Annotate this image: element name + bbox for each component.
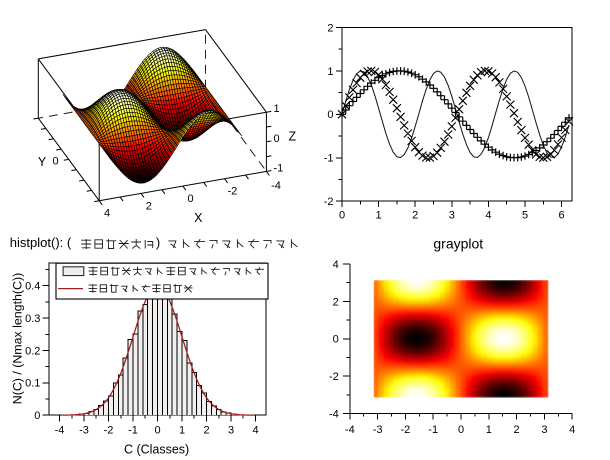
svg-text:4: 4 [485,209,491,221]
svg-text:0: 0 [154,425,160,437]
svg-text:X: X [194,211,203,225]
svg-text:-4: -4 [55,425,65,437]
svg-text:Y: Y [38,155,47,169]
svg-text:2: 2 [412,209,418,221]
svg-text:0: 0 [327,109,333,121]
svg-text:1: 1 [179,425,185,437]
svg-text:-1: -1 [428,424,438,436]
svg-text:2: 2 [327,22,333,34]
svg-text:3: 3 [228,425,234,437]
svg-text:2: 2 [514,424,520,436]
svg-text:): ) [156,235,160,250]
svg-text:4: 4 [569,424,575,436]
svg-text:-1: -1 [324,153,334,165]
svg-text:0: 0 [274,133,280,145]
svg-text:-4: -4 [345,424,355,436]
svg-text:grayplot: grayplot [433,236,483,252]
svg-text:1: 1 [486,424,492,436]
svg-text:1: 1 [274,103,280,115]
svg-text:-4: -4 [271,180,281,192]
svg-text:0.2: 0.2 [25,345,40,357]
svg-text:2: 2 [146,200,152,212]
svg-text:0: 0 [458,424,464,436]
svg-text:6: 6 [559,209,565,221]
svg-text:0: 0 [52,156,58,168]
svg-text:0.1: 0.1 [25,378,40,390]
svg-text:-1: -1 [128,425,138,437]
svg-text:-2: -2 [228,186,238,198]
svg-text:0: 0 [34,410,40,422]
svg-text:0: 0 [188,193,194,205]
svg-text:3: 3 [541,424,547,436]
svg-text:0: 0 [339,209,345,221]
svg-text:0.3: 0.3 [25,313,40,325]
svg-text:-2: -2 [324,196,334,208]
svg-text:2: 2 [203,425,209,437]
svg-text:-2: -2 [329,371,339,383]
svg-text:0.4: 0.4 [25,281,40,293]
svg-text:histplot(): (: histplot(): ( [10,235,72,250]
svg-text:-2: -2 [104,425,114,437]
svg-text:3: 3 [449,209,455,221]
svg-text:Z: Z [289,130,297,144]
svg-text:4: 4 [104,208,110,220]
svg-text:N(C) / (Nmax length(C)): N(C) / (Nmax length(C)) [11,273,25,405]
svg-text:0: 0 [333,334,339,346]
svg-text:4: 4 [252,425,258,437]
svg-text:1: 1 [376,209,382,221]
svg-text:-1: -1 [274,162,284,174]
svg-text:-2: -2 [401,424,411,436]
svg-text:5: 5 [522,209,528,221]
svg-text:2: 2 [333,296,339,308]
svg-text:-4: -4 [329,409,339,421]
svg-text:4: 4 [333,259,339,271]
svg-text:1: 1 [327,66,333,78]
svg-text:C (Classes): C (Classes) [124,443,189,457]
svg-text:-3: -3 [79,425,89,437]
svg-text:-3: -3 [373,424,383,436]
